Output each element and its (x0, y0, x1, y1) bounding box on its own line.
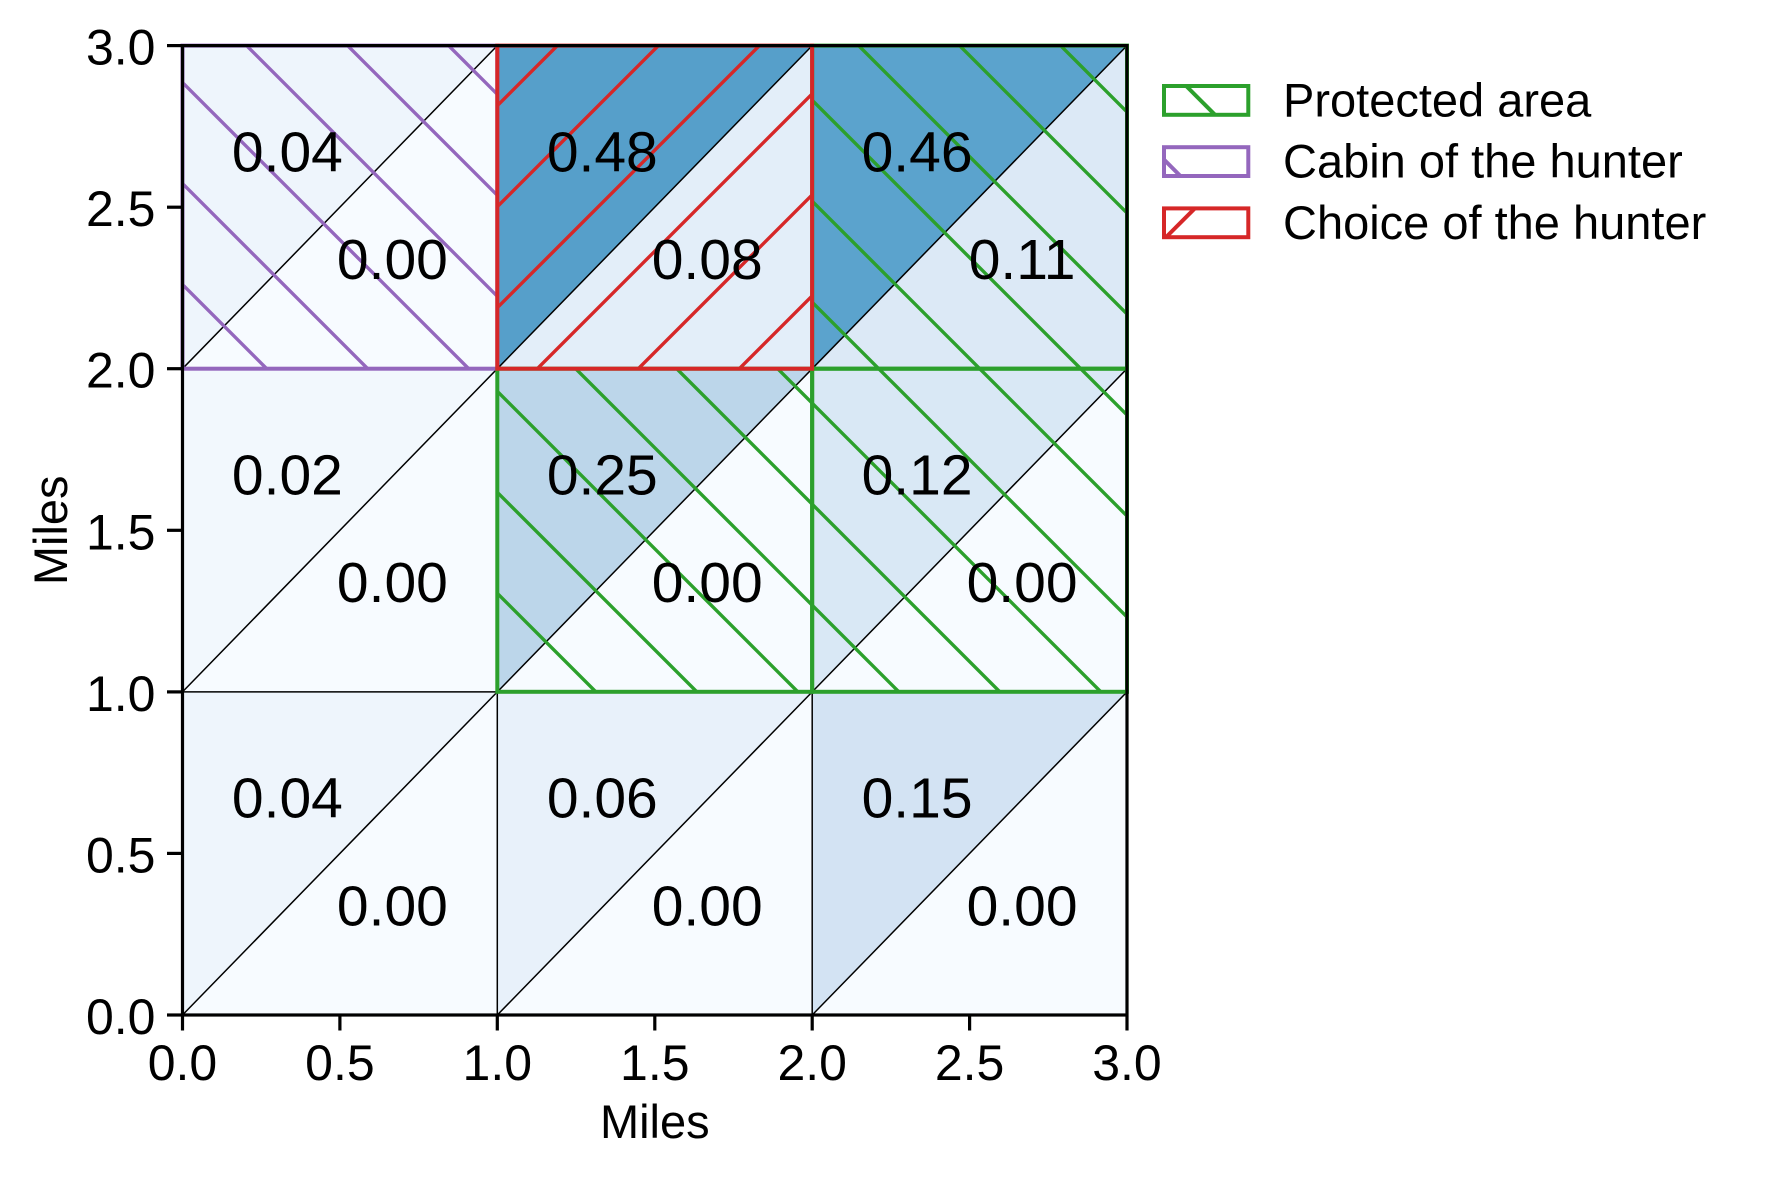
svg-text:1.0: 1.0 (463, 1035, 533, 1091)
svg-text:0.25: 0.25 (547, 443, 658, 507)
svg-text:2.0: 2.0 (86, 343, 156, 399)
svg-text:0.5: 0.5 (305, 1035, 375, 1091)
svg-text:Choice of the hunter: Choice of the hunter (1283, 196, 1706, 249)
svg-text:0.04: 0.04 (232, 767, 343, 831)
svg-text:0.11: 0.11 (969, 228, 1076, 292)
svg-text:2.0: 2.0 (777, 1035, 847, 1091)
svg-text:0.08: 0.08 (652, 228, 763, 292)
svg-text:0.0: 0.0 (148, 1035, 218, 1091)
svg-text:0.00: 0.00 (337, 228, 448, 292)
svg-text:2.5: 2.5 (86, 181, 156, 237)
svg-text:0.00: 0.00 (967, 551, 1078, 615)
svg-text:0.00: 0.00 (652, 874, 763, 938)
svg-text:0.15: 0.15 (862, 767, 973, 831)
svg-text:0.46: 0.46 (862, 120, 973, 184)
svg-text:Miles: Miles (600, 1095, 710, 1148)
svg-text:0.02: 0.02 (232, 443, 343, 507)
svg-text:0.12: 0.12 (862, 443, 973, 507)
svg-text:2.5: 2.5 (935, 1035, 1005, 1091)
svg-text:Cabin of the hunter: Cabin of the hunter (1283, 135, 1683, 188)
svg-text:0.0: 0.0 (86, 989, 156, 1045)
svg-text:1.5: 1.5 (86, 504, 156, 560)
svg-text:0.00: 0.00 (652, 551, 763, 615)
svg-text:0.06: 0.06 (547, 767, 658, 831)
svg-text:1.0: 1.0 (86, 666, 156, 722)
svg-text:Miles: Miles (24, 475, 77, 585)
svg-text:0.04: 0.04 (232, 120, 343, 184)
svg-text:0.00: 0.00 (337, 874, 448, 938)
svg-text:0.00: 0.00 (967, 874, 1078, 938)
svg-text:0.00: 0.00 (337, 551, 448, 615)
svg-text:Protected area: Protected area (1283, 73, 1592, 126)
svg-text:0.48: 0.48 (547, 120, 658, 184)
svg-text:3.0: 3.0 (86, 20, 156, 76)
svg-text:1.5: 1.5 (620, 1035, 690, 1091)
svg-text:0.5: 0.5 (86, 827, 156, 883)
svg-text:3.0: 3.0 (1092, 1035, 1162, 1091)
